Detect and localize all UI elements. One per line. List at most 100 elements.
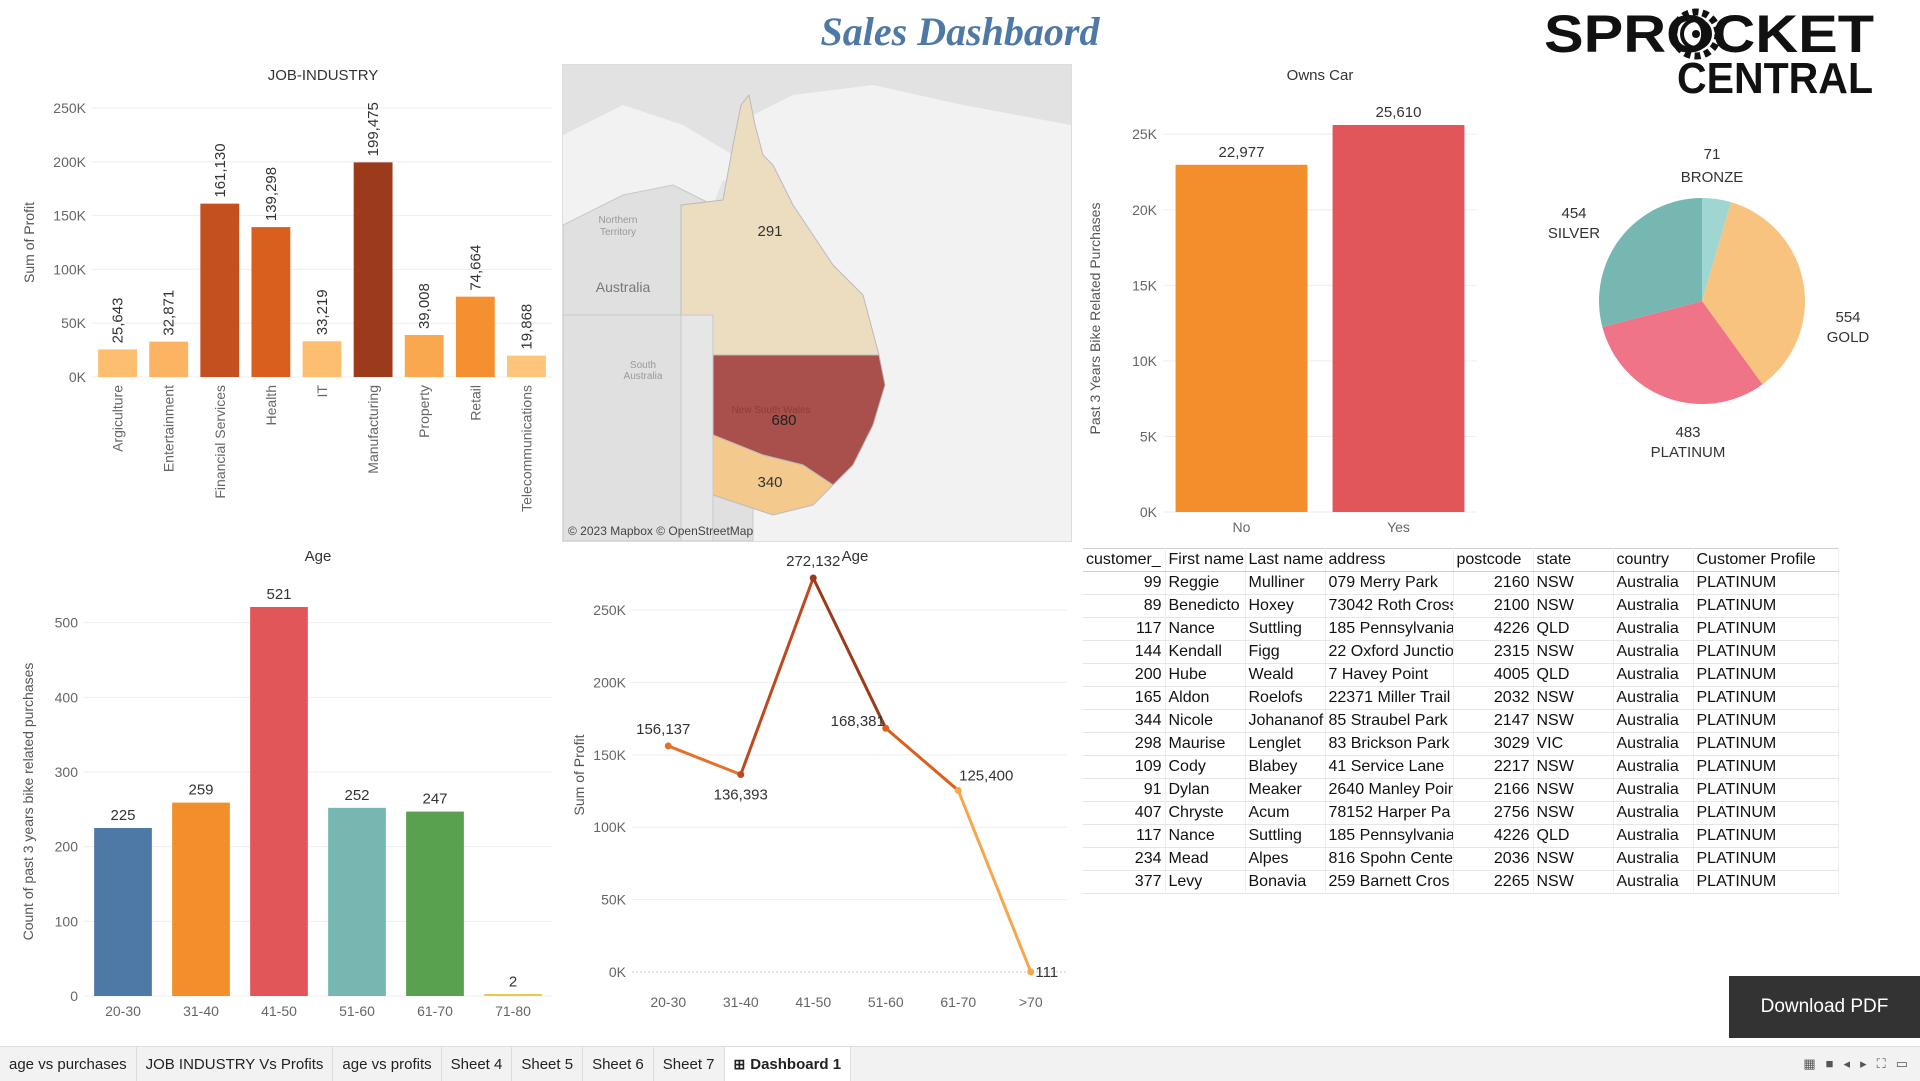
- table-row[interactable]: 117 Nance Suttling 185 Pennsylvania 4226 QLD A…: [1083, 617, 1839, 641]
- sheet-tab[interactable]: JOB INDUSTRY Vs Profits: [137, 1047, 334, 1081]
- table-header-cell[interactable]: state: [1533, 548, 1614, 572]
- customer-table[interactable]: customer_ First name Last name address postc…: [1083, 548, 1839, 894]
- table-cell: 2315: [1453, 640, 1534, 664]
- data-point: [882, 724, 890, 732]
- table-row[interactable]: 109 Cody Blabey 41 Service Lane 2217 NSW Austr…: [1083, 755, 1839, 779]
- age-purchases-chart[interactable]: Age 0 100 200 300 400 500 Count of past 3 years…: [0, 546, 560, 1036]
- bar: [484, 994, 542, 996]
- map-label-nsw: New South Wales: [731, 405, 810, 416]
- job-industry-chart[interactable]: JOB-INDUSTRY 0K 50K 100K 150K 200K 250K Sum of …: [0, 60, 560, 540]
- table-row[interactable]: 165 Aldon Roelofs 22371 Miller Trail 2032 NSW…: [1083, 686, 1839, 710]
- sheet-tab[interactable]: Sheet 7: [654, 1047, 725, 1081]
- table-cell: Levy: [1165, 870, 1246, 894]
- x-tick-label: 20-30: [105, 1003, 141, 1019]
- sheet-tab-label: age vs purchases: [9, 1055, 127, 1073]
- table-row[interactable]: 407 Chryste Acum 78152 Harper Pa 2756 NSW Aust…: [1083, 801, 1839, 825]
- table-cell: Australia: [1613, 640, 1694, 664]
- data-label: 136,393: [714, 787, 768, 804]
- data-point: [954, 786, 962, 794]
- pie-value-label: 71: [1704, 146, 1721, 163]
- table-cell: Australia: [1613, 778, 1694, 802]
- grid-view-icon[interactable]: ▦: [1803, 1056, 1816, 1071]
- pie-value-label: 454: [1561, 205, 1586, 222]
- customer-profile-pie[interactable]: 71 BRONZE 554 GOLD 483 PLATINUM 454 SILVER: [1530, 130, 1910, 470]
- x-tick-label: 41-50: [261, 1003, 297, 1019]
- table-cell: NSW: [1533, 801, 1614, 825]
- table-header-cell[interactable]: customer_: [1083, 548, 1166, 572]
- table-cell: Benedicto: [1165, 594, 1246, 618]
- fullscreen-icon[interactable]: ⛶: [1876, 1056, 1886, 1071]
- table-row[interactable]: 200 Hube Weald 7 Havey Point 4005 QLD Australi…: [1083, 663, 1839, 687]
- filmstrip-icon[interactable]: ■: [1825, 1056, 1834, 1071]
- map-value-vic: 340: [757, 474, 782, 491]
- sheet-tab[interactable]: age vs purchases: [0, 1047, 137, 1081]
- table-header-cell[interactable]: country: [1613, 548, 1694, 572]
- owns-car-chart[interactable]: Owns Car 0K 5K 10K 15K 20K 25K Past 3 Years Bik…: [1085, 60, 1485, 550]
- sheet-tab[interactable]: Sheet 5: [512, 1047, 584, 1081]
- table-row[interactable]: 89 Benedicto Hoxey 73042 Roth Cross 2100 NSW A…: [1083, 594, 1839, 618]
- table-cell: Johananof: [1245, 709, 1326, 733]
- map-value-qld: 291: [757, 223, 782, 240]
- sheet-tab[interactable]: ⊞ Dashboard 1: [724, 1047, 852, 1081]
- download-pdf-button[interactable]: Download PDF: [1729, 976, 1920, 1038]
- table-cell: Hube: [1165, 663, 1246, 687]
- dashboard-icon: ⊞: [733, 1055, 746, 1072]
- table-row[interactable]: 377 Levy Bonavia 259 Barnett Cros 2265 NSW Aus…: [1083, 870, 1839, 894]
- table-header-cell[interactable]: address: [1325, 548, 1454, 572]
- present-icon[interactable]: ▭: [1895, 1056, 1908, 1071]
- data-label: 139,298: [263, 167, 280, 221]
- table-header-cell[interactable]: Last name: [1245, 548, 1326, 572]
- sheet-tab[interactable]: Sheet 4: [442, 1047, 513, 1081]
- table-row[interactable]: 99 Reggie Mulliner 079 Merry Park 2160 NSW Aus…: [1083, 571, 1839, 595]
- y-tick-label: 200K: [593, 674, 626, 690]
- australia-map[interactable]: Northern Territory Australia South Austr…: [562, 64, 1072, 542]
- table-row[interactable]: 234 Mead Alpes 816 Spohn Cente 2036 NSW Austra…: [1083, 847, 1839, 871]
- table-cell: Figg: [1245, 640, 1326, 664]
- sheet-tab[interactable]: Sheet 6: [583, 1047, 654, 1081]
- table-row[interactable]: 144 Kendall Figg 22 Oxford Junctio 2315 NSW Au…: [1083, 640, 1839, 664]
- sheet-nav-controls: ▦ ■ ◂ ▸ ⛶ ▭: [1803, 1056, 1908, 1072]
- y-axis-label: Count of past 3 years bike related purch…: [20, 663, 36, 941]
- y-tick-label: 100K: [53, 261, 86, 277]
- age-profit-chart[interactable]: Age 0K 50K 100K 150K 200K 250K Sum of Profit 156…: [562, 546, 1077, 1036]
- data-label: 22,977: [1219, 144, 1265, 161]
- logo-gear-icon: [1670, 8, 1722, 60]
- sheet-tab[interactable]: age vs profits: [333, 1047, 442, 1081]
- table-cell: 22371 Miller Trail: [1325, 686, 1454, 710]
- table-header-cell[interactable]: Customer Profile: [1693, 548, 1839, 572]
- pie-name-label: PLATINUM: [1651, 444, 1726, 461]
- prev-sheet-icon[interactable]: ◂: [1843, 1056, 1851, 1071]
- table-cell: Australia: [1613, 847, 1694, 871]
- table-cell: NSW: [1533, 778, 1614, 802]
- table-row[interactable]: 117 Nance Suttling 185 Pennsylvania 4226 QLD A…: [1083, 824, 1839, 848]
- dashboard-title: Sales Dashbaord: [820, 9, 1100, 54]
- table-row[interactable]: 298 Maurise Lenglet 83 Brickson Park 3029 VIC…: [1083, 732, 1839, 756]
- data-label: 272,132: [786, 553, 840, 570]
- x-tick-label: Financial Services: [212, 385, 228, 499]
- pie-value-label: 554: [1835, 309, 1860, 326]
- map-region-vic[interactable]: [712, 434, 834, 516]
- table-cell: Lenglet: [1245, 732, 1326, 756]
- table-header-row: customer_ First name Last name address postc…: [1083, 548, 1839, 572]
- table-cell: PLATINUM: [1693, 571, 1839, 595]
- x-tick-label: Health: [263, 385, 279, 425]
- table-header-cell[interactable]: First name: [1165, 548, 1246, 572]
- y-tick-label: 400: [55, 689, 79, 705]
- y-tick-label: 250K: [53, 100, 86, 116]
- table-cell: 185 Pennsylvania: [1325, 617, 1454, 641]
- pie-slice: [1602, 301, 1763, 404]
- table-cell: Nicole: [1165, 709, 1246, 733]
- table-row[interactable]: 91 Dylan Meaker 2640 Manley Poin 2166 NSW Aust…: [1083, 778, 1839, 802]
- sheet-tab-label: Sheet 5: [521, 1055, 574, 1073]
- table-row[interactable]: 344 Nicole Johananof 85 Straubel Park 2147 NS…: [1083, 709, 1839, 733]
- y-axis-label: Sum of Profit: [571, 734, 587, 815]
- map-label-nt-1: Northern: [599, 215, 638, 226]
- data-label: 156,137: [636, 721, 690, 738]
- sheet-tab-label: Sheet 6: [592, 1055, 644, 1073]
- table-header-cell[interactable]: postcode: [1453, 548, 1534, 572]
- table-cell: 89: [1083, 594, 1166, 618]
- y-tick-label: 15K: [1132, 277, 1158, 293]
- next-sheet-icon[interactable]: ▸: [1860, 1056, 1867, 1071]
- logo-line1: SPROCKET: [1544, 5, 1874, 64]
- bar: [250, 607, 308, 996]
